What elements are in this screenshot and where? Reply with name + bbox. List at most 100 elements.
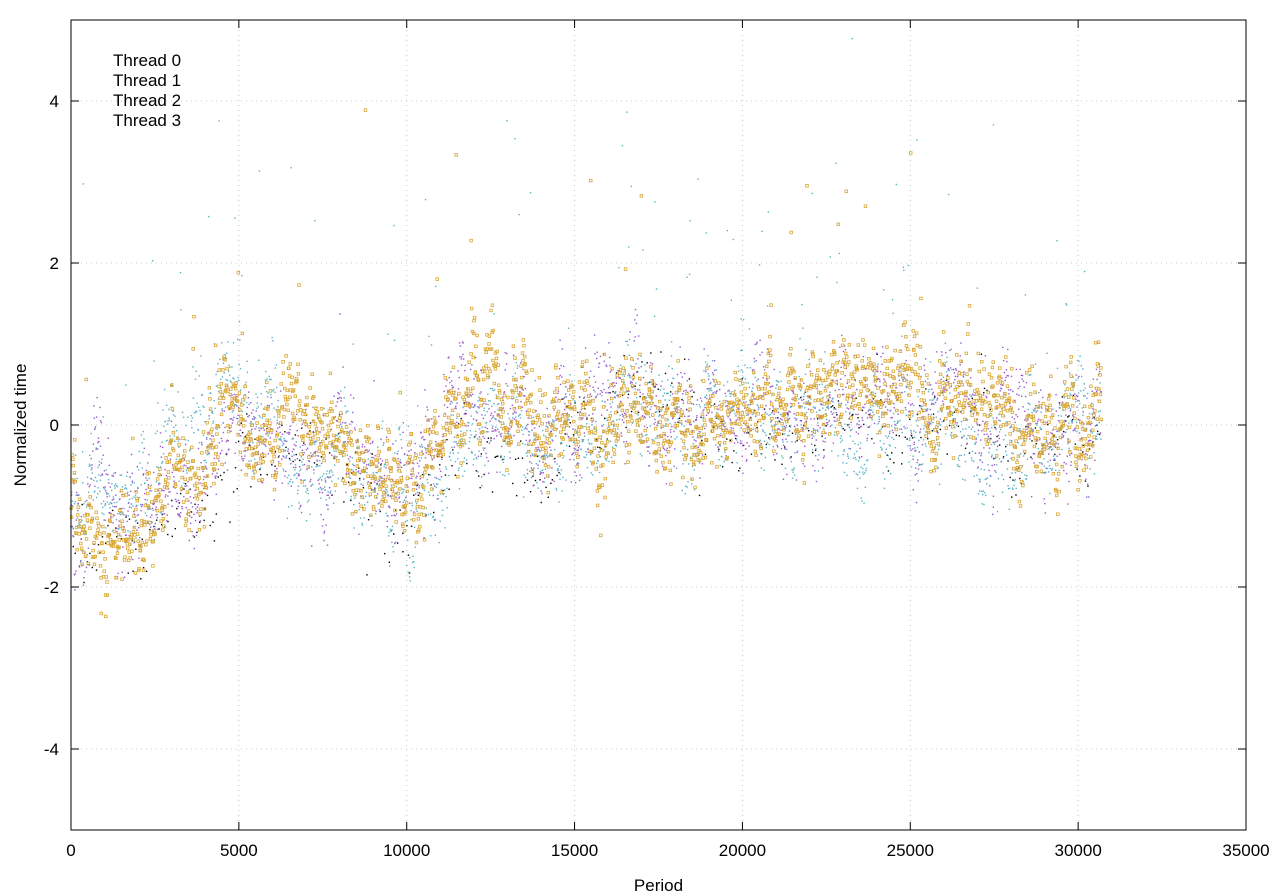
data-point xyxy=(293,454,295,456)
data-point xyxy=(413,526,416,529)
data-point xyxy=(241,274,243,277)
data-point xyxy=(129,531,131,533)
data-point xyxy=(911,437,914,439)
data-point xyxy=(131,482,134,484)
data-point xyxy=(610,369,613,372)
data-point xyxy=(246,371,249,373)
data-point xyxy=(686,409,688,411)
data-point xyxy=(943,380,945,382)
data-point xyxy=(497,414,499,416)
data-point xyxy=(351,457,353,459)
data-point xyxy=(1067,503,1069,505)
data-point xyxy=(85,518,90,522)
data-point xyxy=(760,442,762,445)
data-point xyxy=(833,434,836,436)
data-point xyxy=(504,351,507,354)
data-point xyxy=(732,427,734,430)
data-point xyxy=(464,442,466,444)
data-point xyxy=(973,430,976,433)
data-point xyxy=(564,426,567,429)
data-point xyxy=(230,386,232,388)
data-point xyxy=(91,467,93,469)
data-point xyxy=(946,356,948,359)
data-point xyxy=(478,450,480,452)
data-point xyxy=(766,305,769,307)
data-point xyxy=(646,446,648,448)
data-point xyxy=(102,506,104,509)
data-point xyxy=(982,420,984,422)
data-point xyxy=(1025,381,1028,384)
data-point xyxy=(445,385,447,387)
data-point xyxy=(918,464,920,467)
data-point xyxy=(983,391,985,394)
data-point xyxy=(517,457,520,460)
data-point xyxy=(987,435,990,437)
data-point xyxy=(451,401,454,404)
data-point xyxy=(88,465,90,468)
data-point xyxy=(95,447,97,449)
data-point xyxy=(707,373,709,375)
data-point xyxy=(582,417,584,419)
data-point xyxy=(922,401,925,404)
data-point xyxy=(633,373,635,375)
data-point xyxy=(593,334,596,336)
data-point xyxy=(664,448,666,451)
data-point xyxy=(858,471,861,473)
data-point xyxy=(549,446,551,449)
data-point xyxy=(542,480,544,483)
data-point xyxy=(740,349,742,352)
data-point xyxy=(495,418,497,421)
data-point xyxy=(269,437,272,439)
data-point xyxy=(898,435,900,437)
data-point xyxy=(487,393,489,395)
data-point xyxy=(554,419,556,422)
data-point xyxy=(714,415,717,418)
data-point xyxy=(261,452,264,454)
data-point xyxy=(332,474,334,476)
data-point xyxy=(786,418,789,421)
data-point xyxy=(527,417,529,419)
data-point xyxy=(855,473,857,475)
data-point xyxy=(692,436,694,438)
data-point xyxy=(487,460,489,462)
data-point xyxy=(889,458,891,460)
data-point xyxy=(234,217,236,219)
data-point xyxy=(480,369,483,371)
data-point xyxy=(1017,442,1019,444)
data-point xyxy=(99,479,102,481)
data-point xyxy=(418,457,420,459)
data-point xyxy=(200,461,202,464)
data-point xyxy=(750,429,752,432)
data-point xyxy=(120,474,123,476)
data-point xyxy=(397,457,399,460)
data-point xyxy=(525,410,528,412)
data-point xyxy=(208,418,211,420)
data-point xyxy=(822,457,825,459)
data-point xyxy=(1096,430,1099,433)
data-point xyxy=(596,393,599,396)
data-point xyxy=(533,435,535,437)
data-point xyxy=(670,384,672,387)
data-point xyxy=(871,400,873,402)
data-point xyxy=(882,412,884,414)
data-point xyxy=(219,474,222,477)
data-point xyxy=(815,439,817,441)
data-point xyxy=(399,459,402,461)
data-point xyxy=(173,480,175,482)
data-point xyxy=(975,441,977,443)
data-point xyxy=(555,396,557,398)
data-point xyxy=(937,448,940,451)
data-point xyxy=(1082,451,1084,453)
data-point xyxy=(1074,427,1076,430)
data-point xyxy=(163,489,165,492)
data-point xyxy=(584,347,587,349)
data-point xyxy=(357,447,359,449)
data-point xyxy=(179,516,182,518)
data-point xyxy=(519,440,522,442)
data-point xyxy=(693,439,696,441)
data-point xyxy=(662,406,664,408)
data-point xyxy=(428,335,430,338)
data-point xyxy=(86,499,88,502)
data-point xyxy=(962,428,964,430)
data-point xyxy=(651,399,653,401)
